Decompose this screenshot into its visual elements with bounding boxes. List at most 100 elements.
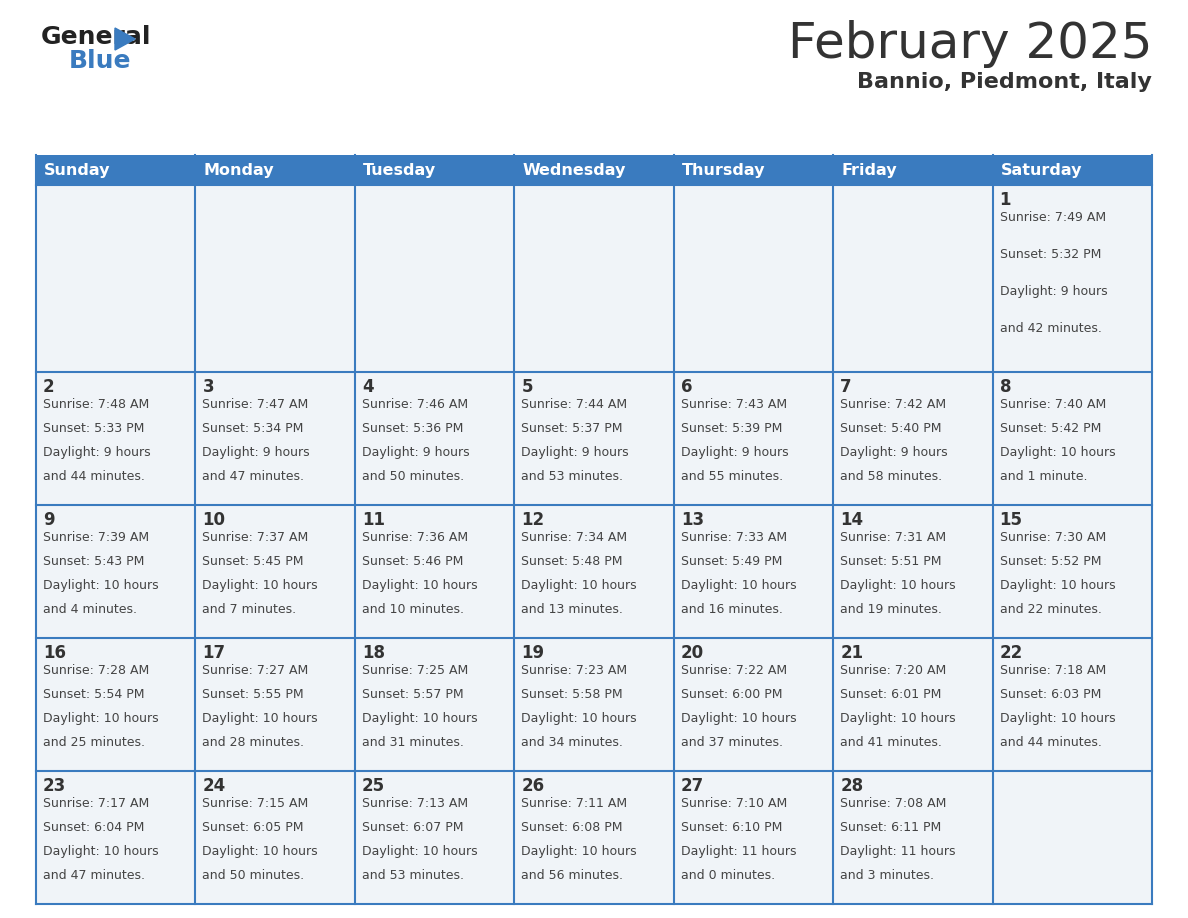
Bar xyxy=(36,155,196,185)
Text: Daylight: 10 hours: Daylight: 10 hours xyxy=(202,712,318,725)
Text: 26: 26 xyxy=(522,777,544,795)
Text: Sunrise: 7:28 AM: Sunrise: 7:28 AM xyxy=(43,664,150,677)
Text: Saturday: Saturday xyxy=(1000,162,1082,177)
Bar xyxy=(674,372,833,505)
Text: 2: 2 xyxy=(43,378,55,396)
Text: and 44 minutes.: and 44 minutes. xyxy=(999,736,1101,749)
Bar xyxy=(514,505,674,638)
Text: Sunrise: 7:31 AM: Sunrise: 7:31 AM xyxy=(840,531,947,544)
Text: Daylight: 10 hours: Daylight: 10 hours xyxy=(999,579,1116,592)
Text: Sunrise: 7:10 AM: Sunrise: 7:10 AM xyxy=(681,797,786,810)
Text: Sunset: 5:33 PM: Sunset: 5:33 PM xyxy=(43,422,145,435)
Text: Daylight: 10 hours: Daylight: 10 hours xyxy=(522,845,637,858)
Text: 25: 25 xyxy=(362,777,385,795)
Text: 3: 3 xyxy=(202,378,214,396)
Bar xyxy=(355,185,514,372)
Text: 10: 10 xyxy=(202,511,226,529)
Text: Sunset: 5:37 PM: Sunset: 5:37 PM xyxy=(522,422,623,435)
Text: Daylight: 10 hours: Daylight: 10 hours xyxy=(362,845,478,858)
Text: Sunset: 5:40 PM: Sunset: 5:40 PM xyxy=(840,422,942,435)
Text: Daylight: 10 hours: Daylight: 10 hours xyxy=(840,712,956,725)
Text: Daylight: 9 hours: Daylight: 9 hours xyxy=(522,446,628,459)
Text: 7: 7 xyxy=(840,378,852,396)
Text: Sunset: 5:39 PM: Sunset: 5:39 PM xyxy=(681,422,782,435)
Text: Daylight: 10 hours: Daylight: 10 hours xyxy=(43,712,159,725)
Bar xyxy=(992,771,1152,904)
Text: and 16 minutes.: and 16 minutes. xyxy=(681,603,783,616)
Bar xyxy=(833,185,992,372)
Bar xyxy=(36,372,196,505)
Text: Daylight: 9 hours: Daylight: 9 hours xyxy=(43,446,151,459)
Text: 12: 12 xyxy=(522,511,544,529)
Text: and 4 minutes.: and 4 minutes. xyxy=(43,603,137,616)
Text: Sunset: 5:32 PM: Sunset: 5:32 PM xyxy=(999,248,1101,261)
Text: Monday: Monday xyxy=(203,162,274,177)
Text: and 0 minutes.: and 0 minutes. xyxy=(681,869,775,882)
Text: 15: 15 xyxy=(999,511,1023,529)
Text: Sunset: 5:55 PM: Sunset: 5:55 PM xyxy=(202,688,304,701)
Text: Sunset: 6:05 PM: Sunset: 6:05 PM xyxy=(202,821,304,834)
Text: Sunrise: 7:15 AM: Sunrise: 7:15 AM xyxy=(202,797,309,810)
Text: 27: 27 xyxy=(681,777,704,795)
Text: Sunset: 5:36 PM: Sunset: 5:36 PM xyxy=(362,422,463,435)
Text: Daylight: 10 hours: Daylight: 10 hours xyxy=(43,579,159,592)
Text: and 50 minutes.: and 50 minutes. xyxy=(202,869,304,882)
Bar xyxy=(36,185,196,372)
Text: Sunset: 5:52 PM: Sunset: 5:52 PM xyxy=(999,555,1101,568)
Bar xyxy=(36,505,196,638)
Text: Daylight: 10 hours: Daylight: 10 hours xyxy=(202,845,318,858)
Bar xyxy=(992,505,1152,638)
Text: Daylight: 10 hours: Daylight: 10 hours xyxy=(43,845,159,858)
Text: Sunrise: 7:25 AM: Sunrise: 7:25 AM xyxy=(362,664,468,677)
Text: and 58 minutes.: and 58 minutes. xyxy=(840,470,942,483)
Text: 11: 11 xyxy=(362,511,385,529)
Text: Sunset: 6:10 PM: Sunset: 6:10 PM xyxy=(681,821,782,834)
Text: Sunrise: 7:48 AM: Sunrise: 7:48 AM xyxy=(43,397,150,411)
Text: Sunrise: 7:13 AM: Sunrise: 7:13 AM xyxy=(362,797,468,810)
Text: Sunrise: 7:36 AM: Sunrise: 7:36 AM xyxy=(362,531,468,544)
Text: Sunset: 5:54 PM: Sunset: 5:54 PM xyxy=(43,688,145,701)
Bar xyxy=(514,372,674,505)
Text: Daylight: 11 hours: Daylight: 11 hours xyxy=(681,845,796,858)
Text: 4: 4 xyxy=(362,378,373,396)
Text: Sunrise: 7:46 AM: Sunrise: 7:46 AM xyxy=(362,397,468,411)
Text: Wednesday: Wednesday xyxy=(523,162,626,177)
Text: Daylight: 10 hours: Daylight: 10 hours xyxy=(522,579,637,592)
Text: Sunset: 6:08 PM: Sunset: 6:08 PM xyxy=(522,821,623,834)
Bar xyxy=(196,185,355,372)
Bar xyxy=(514,638,674,771)
Text: Sunset: 5:49 PM: Sunset: 5:49 PM xyxy=(681,555,782,568)
Text: and 19 minutes.: and 19 minutes. xyxy=(840,603,942,616)
Text: Sunrise: 7:33 AM: Sunrise: 7:33 AM xyxy=(681,531,786,544)
Text: and 50 minutes.: and 50 minutes. xyxy=(362,470,465,483)
Text: Daylight: 10 hours: Daylight: 10 hours xyxy=(681,712,796,725)
Text: 21: 21 xyxy=(840,644,864,662)
Text: Sunrise: 7:40 AM: Sunrise: 7:40 AM xyxy=(999,397,1106,411)
Text: 24: 24 xyxy=(202,777,226,795)
Text: and 22 minutes.: and 22 minutes. xyxy=(999,603,1101,616)
Text: Sunset: 6:11 PM: Sunset: 6:11 PM xyxy=(840,821,941,834)
Text: Daylight: 10 hours: Daylight: 10 hours xyxy=(681,579,796,592)
Text: Sunrise: 7:30 AM: Sunrise: 7:30 AM xyxy=(999,531,1106,544)
Text: Sunrise: 7:18 AM: Sunrise: 7:18 AM xyxy=(999,664,1106,677)
Text: Daylight: 10 hours: Daylight: 10 hours xyxy=(362,712,478,725)
Text: Sunrise: 7:34 AM: Sunrise: 7:34 AM xyxy=(522,531,627,544)
Text: Thursday: Thursday xyxy=(682,162,765,177)
Text: Sunrise: 7:47 AM: Sunrise: 7:47 AM xyxy=(202,397,309,411)
Text: Sunrise: 7:43 AM: Sunrise: 7:43 AM xyxy=(681,397,786,411)
Text: and 37 minutes.: and 37 minutes. xyxy=(681,736,783,749)
Bar xyxy=(833,155,992,185)
Text: and 3 minutes.: and 3 minutes. xyxy=(840,869,934,882)
Text: Sunrise: 7:20 AM: Sunrise: 7:20 AM xyxy=(840,664,947,677)
Text: and 13 minutes.: and 13 minutes. xyxy=(522,603,624,616)
Text: Sunrise: 7:37 AM: Sunrise: 7:37 AM xyxy=(202,531,309,544)
Text: Sunrise: 7:23 AM: Sunrise: 7:23 AM xyxy=(522,664,627,677)
Text: 5: 5 xyxy=(522,378,532,396)
Text: and 47 minutes.: and 47 minutes. xyxy=(202,470,304,483)
Text: and 47 minutes.: and 47 minutes. xyxy=(43,869,145,882)
Text: Sunset: 6:04 PM: Sunset: 6:04 PM xyxy=(43,821,145,834)
Text: 20: 20 xyxy=(681,644,703,662)
Text: Sunset: 6:00 PM: Sunset: 6:00 PM xyxy=(681,688,782,701)
Text: Daylight: 9 hours: Daylight: 9 hours xyxy=(362,446,469,459)
Bar xyxy=(355,155,514,185)
